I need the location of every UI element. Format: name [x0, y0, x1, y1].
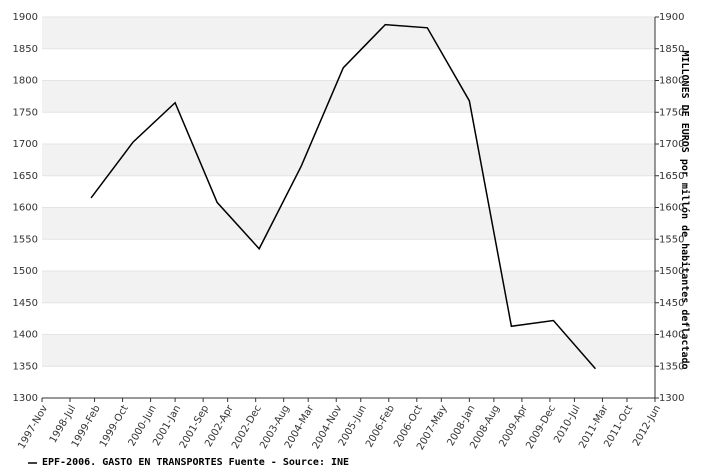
y2-tick-label: 1850	[659, 44, 684, 55]
grid-band	[42, 207, 655, 240]
y-tick-label: 1550	[13, 234, 38, 245]
y2-tick-label: 1600	[659, 203, 684, 214]
grid-band	[42, 271, 655, 303]
y-tick-label: 1300	[13, 393, 38, 404]
x-tick-label: 2009-Dec	[524, 404, 558, 451]
y-tick-label: 1800	[13, 76, 38, 87]
y2-axis-label: MILLONES DE EUROS por millón de habitant…	[679, 50, 691, 369]
grid-band	[42, 334, 655, 367]
y-tick-label: 1600	[13, 203, 38, 214]
y-tick-label: 1700	[13, 139, 38, 150]
y-tick-label: 1650	[13, 171, 38, 182]
x-tick-label: 1997-Nov	[16, 403, 50, 451]
grid-band	[42, 80, 655, 113]
y2-tick-label: 1800	[659, 76, 684, 87]
grid-band	[42, 144, 655, 176]
y-tick-label: 1450	[13, 298, 38, 309]
y2-tick-label: 1550	[659, 234, 684, 245]
plot: 1300 1350 1400 1450 1500 1550 1600 1650 1700 1750…	[13, 12, 685, 452]
legend-label: EPF-2006. GASTO EN TRANSPORTES Fuente - …	[42, 457, 349, 468]
y2-tick-label: 1450	[659, 298, 684, 309]
y-tick-label: 1500	[13, 266, 38, 277]
y-tick-label: 1750	[13, 107, 38, 118]
y2-tick-label: 1500	[659, 266, 684, 277]
y-tick-label: 1350	[13, 361, 38, 372]
y2-tick-label: 1700	[659, 139, 684, 150]
y2-tick-label: 1900	[659, 12, 684, 23]
y2-tick-label: 1400	[659, 330, 684, 341]
x-tick-label: 2012-Jun	[631, 404, 663, 449]
y2-tick-label: 1300	[659, 393, 684, 404]
grid-band	[42, 17, 655, 49]
y2-tick-label: 1750	[659, 107, 684, 118]
y2-tick-label: 1350	[659, 361, 684, 372]
y-tick-label: 1900	[13, 12, 38, 23]
line-series	[90, 23, 597, 370]
y-tick-label: 1850	[13, 44, 38, 55]
y2-tick-label: 1650	[659, 171, 684, 182]
y-tick-label: 1400	[13, 330, 38, 341]
